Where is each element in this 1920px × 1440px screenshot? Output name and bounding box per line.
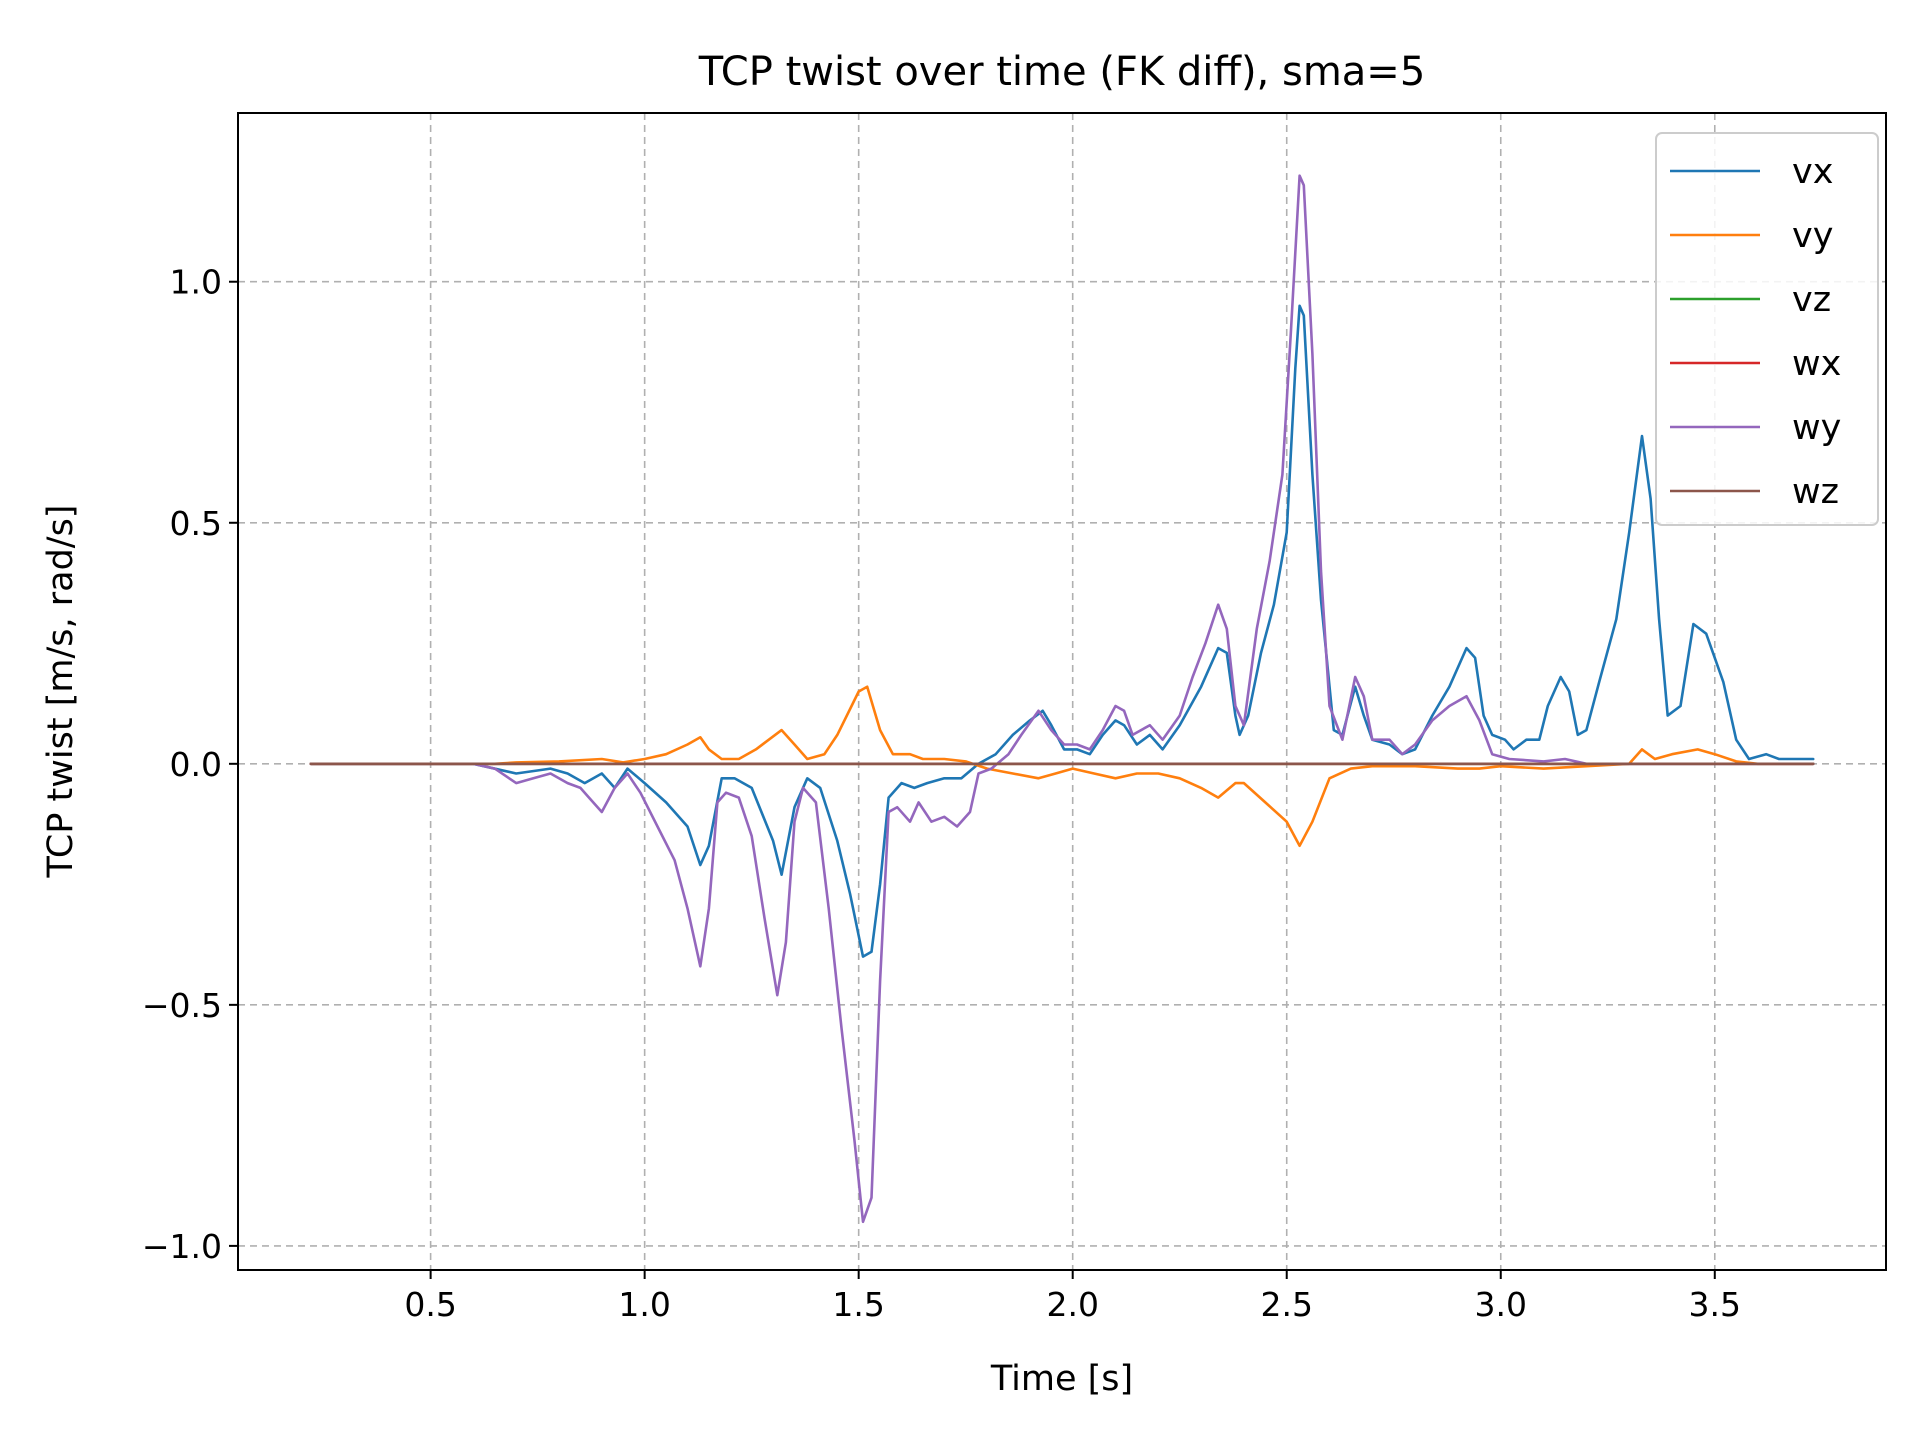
legend-label-wx: wx	[1792, 344, 1841, 384]
chart-title: TCP twist over time (FK diff), sma=5	[698, 49, 1426, 95]
x-tick-label: 3.5	[1689, 1285, 1741, 1324]
legend-label-wz: wz	[1792, 472, 1839, 512]
plot-frame	[237, 112, 1887, 1271]
series-line-vx	[309, 304, 1815, 958]
y-tick-label: −1.0	[142, 1227, 222, 1266]
y-tick-label: 0.0	[170, 745, 222, 784]
ticks: 0.5 1.0 1.5 2.0 2.5 3.0 3.5 −1.0 −0.5 0.0 0.5 1.0	[142, 263, 1741, 1324]
x-axis-label: Time [s]	[990, 1359, 1133, 1399]
legend-label-vy: vy	[1792, 216, 1833, 256]
y-tick-label: 1.0	[170, 263, 222, 302]
y-tick-label: 0.5	[170, 504, 222, 543]
x-tick-label: 3.0	[1475, 1285, 1527, 1324]
series-line-vy	[309, 685, 1815, 848]
legend: vx vy vz wx wy wz	[1655, 132, 1879, 526]
legend-box	[1655, 132, 1879, 526]
y-tick-label: −0.5	[142, 986, 222, 1025]
series-line-wy	[309, 174, 1815, 1224]
legend-label-vx: vx	[1792, 152, 1833, 192]
x-tick-label: 2.0	[1046, 1285, 1098, 1324]
x-tick-label: 1.0	[618, 1285, 670, 1324]
x-tick-label: 1.5	[832, 1285, 884, 1324]
x-tick-label: 0.5	[404, 1285, 456, 1324]
x-tick-label: 2.5	[1260, 1285, 1312, 1324]
legend-label-vz: vz	[1792, 280, 1831, 320]
y-axis-label: TCP twist [m/s, rad/s]	[41, 505, 81, 879]
series-lines	[309, 174, 1815, 1224]
legend-label-wy: wy	[1792, 408, 1841, 448]
